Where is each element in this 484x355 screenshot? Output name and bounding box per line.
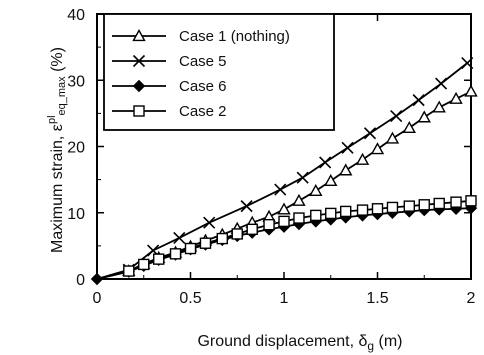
x-tick-label: 1.5 [366,290,388,307]
data-point [319,156,332,169]
legend-marker [132,79,146,93]
data-point [263,218,275,231]
data-point [340,205,352,218]
data-point [240,200,253,213]
data-point [403,200,415,212]
legend-entry: Case 2 [112,103,227,120]
data-point [153,253,165,265]
data-point [325,207,337,220]
data-point [432,100,446,113]
legend-entry: Case 6 [112,78,227,95]
data-point [435,77,448,90]
data-point [274,183,287,196]
data-point [292,193,306,206]
data-point [203,216,216,229]
x-axis-title: Ground displacement, δg (m) [197,333,402,353]
y-tick-label: 20 [67,140,85,157]
series-case-2 [96,195,477,280]
data-point [278,215,290,228]
data-point [246,223,258,236]
legend-marker [132,29,146,42]
x-tick-label: 0 [93,290,102,307]
y-tick-label: 0 [76,272,85,289]
legend-label: Case 6 [179,78,227,95]
y-axis-title: Maximum strain, εpleq_max (%) [46,47,68,253]
data-point [296,171,309,184]
data-point [309,183,323,196]
legend-label: Case 1 (nothing) [179,28,290,45]
data-point [390,109,403,123]
data-point [184,242,197,255]
data-point [418,199,430,211]
data-point [370,142,385,155]
data-point [339,163,353,176]
data-point [386,201,399,214]
data-point [355,152,370,165]
data-point [385,131,400,144]
y-tick-label: 40 [67,7,85,24]
data-point [138,258,150,271]
data-point [169,248,182,260]
data-point [402,121,416,134]
data-point [216,232,228,245]
data-point [199,237,212,249]
series-case-5 [96,56,474,280]
legend-entry: Case 5 [112,53,227,70]
data-point [449,91,463,104]
data-point [324,174,338,187]
legend-marker [133,105,145,117]
data-point [293,212,305,224]
data-point [412,94,425,107]
data-point [417,110,431,123]
legend-label: Case 5 [179,53,227,70]
data-point [123,265,135,277]
data-point [356,204,369,216]
x-tick-label: 1 [280,290,289,307]
data-point [231,228,243,240]
legend-entry: Case 1 (nothing) [112,28,290,45]
x-tick-label: 2 [467,290,476,307]
data-point [450,196,462,208]
x-tick-label: 0.5 [179,290,201,307]
y-tick-label: 10 [67,206,85,223]
data-point [464,84,478,97]
data-point [363,127,377,140]
y-tick-label: 30 [67,73,85,90]
legend-label: Case 2 [179,103,227,120]
data-point [341,141,354,154]
data-point [465,195,477,207]
data-point [277,202,291,215]
data-point [433,197,445,210]
data-point [173,231,186,244]
data-point [461,56,474,70]
data-point [371,203,384,215]
data-point [310,209,322,222]
legend-marker [132,54,146,68]
